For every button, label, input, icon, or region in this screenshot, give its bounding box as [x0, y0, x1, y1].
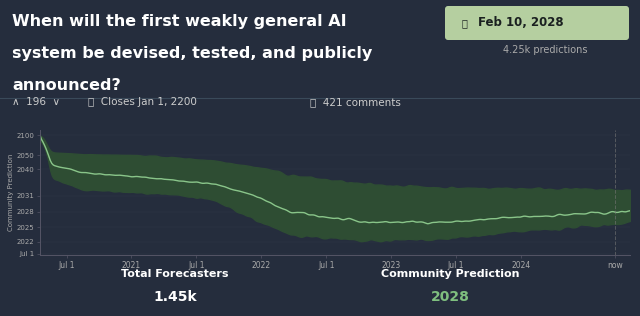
- Text: When will the first weakly general AI: When will the first weakly general AI: [12, 14, 347, 29]
- Text: 2028: 2028: [431, 290, 469, 304]
- Text: 4.25k predictions: 4.25k predictions: [503, 45, 588, 55]
- Text: 1.45k: 1.45k: [153, 290, 197, 304]
- Text: Feb 10, 2028: Feb 10, 2028: [478, 16, 564, 29]
- Text: Community Prediction: Community Prediction: [381, 269, 519, 279]
- Text: system be devised, tested, and publicly: system be devised, tested, and publicly: [12, 46, 372, 61]
- Text: announced?: announced?: [12, 78, 121, 93]
- Y-axis label: Community Prediction: Community Prediction: [8, 154, 14, 231]
- Text: Total Forecasters: Total Forecasters: [121, 269, 228, 279]
- Text: 💬  421 comments: 💬 421 comments: [310, 97, 401, 107]
- Text: ∧  196  ∨: ∧ 196 ∨: [12, 97, 60, 107]
- Text: ⏱  Closes Jan 1, 2200: ⏱ Closes Jan 1, 2200: [88, 97, 197, 107]
- Text: 👥: 👥: [462, 18, 468, 28]
- FancyBboxPatch shape: [445, 6, 629, 40]
